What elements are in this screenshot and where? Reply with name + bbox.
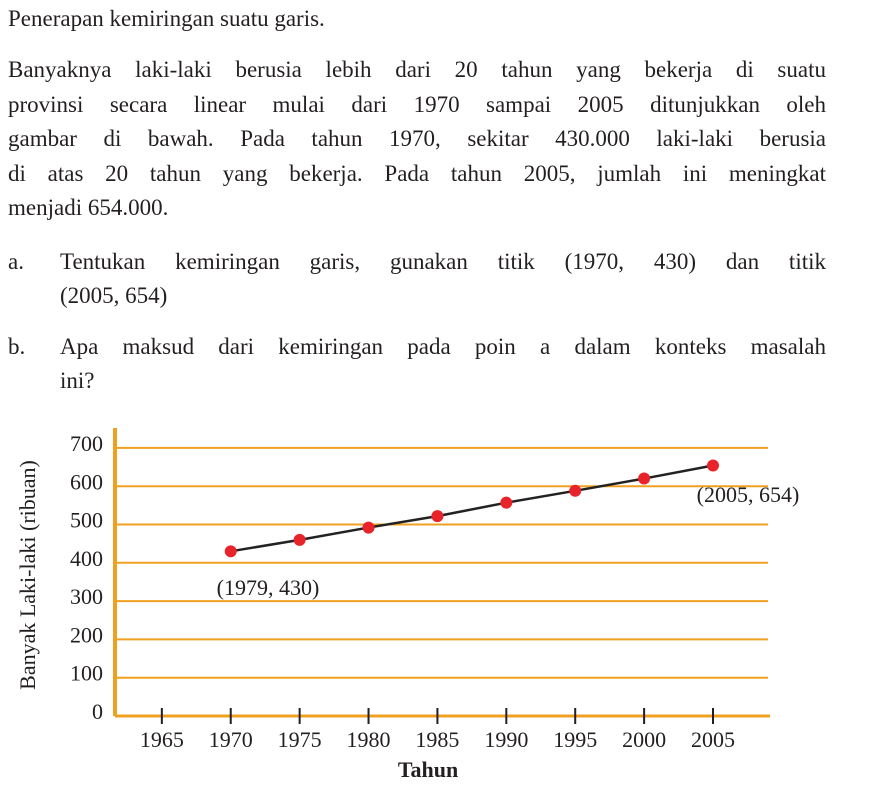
x-tick-label: 1985 [415,727,459,752]
y-tick-label: 300 [70,584,103,609]
question-line: Tentukan kemiringan garis, gunakan titik… [60,249,826,274]
y-tick-label: 600 [70,469,103,494]
question-label: a. [8,249,24,274]
chart: Banyak Laki-laki (ribuan) Tahun (1979, 4… [15,428,799,782]
x-tick-label: 1970 [209,727,253,752]
paragraph-line: menjadi 654.000. [8,195,169,220]
x-tick-label: 1980 [347,727,391,752]
x-tick-label: 2000 [622,727,666,752]
y-tick-label: 400 [70,546,103,571]
data-point [638,472,651,485]
y-tick-label: 500 [70,508,103,533]
x-tick-label: 1995 [553,727,597,752]
x-tick-label: 1975 [278,727,322,752]
y-tick-label: 700 [70,431,103,456]
data-point [431,510,444,523]
data-point [293,533,306,546]
data-point [706,459,719,472]
y-axis-label: Banyak Laki-laki (ribuan) [15,460,40,690]
data-point [224,545,237,558]
data-point [362,521,375,534]
paragraph-line: Banyaknya laki-laki berusia lebih dari 2… [8,57,826,82]
x-tick-label: 1965 [140,727,184,752]
question-label: b. [8,334,26,359]
heading: Penerapan kemiringan suatu garis. [8,6,325,31]
x-tick-label: 1990 [484,727,528,752]
data-point [500,496,513,509]
paragraph-line: gambar di bawah. Pada tahun 1970, sekita… [8,126,826,151]
x-axis-label: Tahun [398,757,458,782]
data-point [569,484,582,497]
y-tick-label: 200 [70,622,103,647]
paragraph-line: di atas 20 tahun yang bekerja. Pada tahu… [8,160,826,186]
question-line: ini? [60,368,95,393]
question-line: (2005, 654) [60,283,168,308]
paragraph-line: provinsi secara linear mulai dari 1970 s… [8,91,826,117]
data-line [230,464,714,553]
question-line: Apa maksud dari kemiringan pada poin a d… [60,334,826,359]
annotation: (1979, 430) [217,575,320,600]
x-tick-label: 2005 [691,727,735,752]
y-tick-label: 100 [70,661,103,686]
y-tick-label: 0 [92,699,103,724]
